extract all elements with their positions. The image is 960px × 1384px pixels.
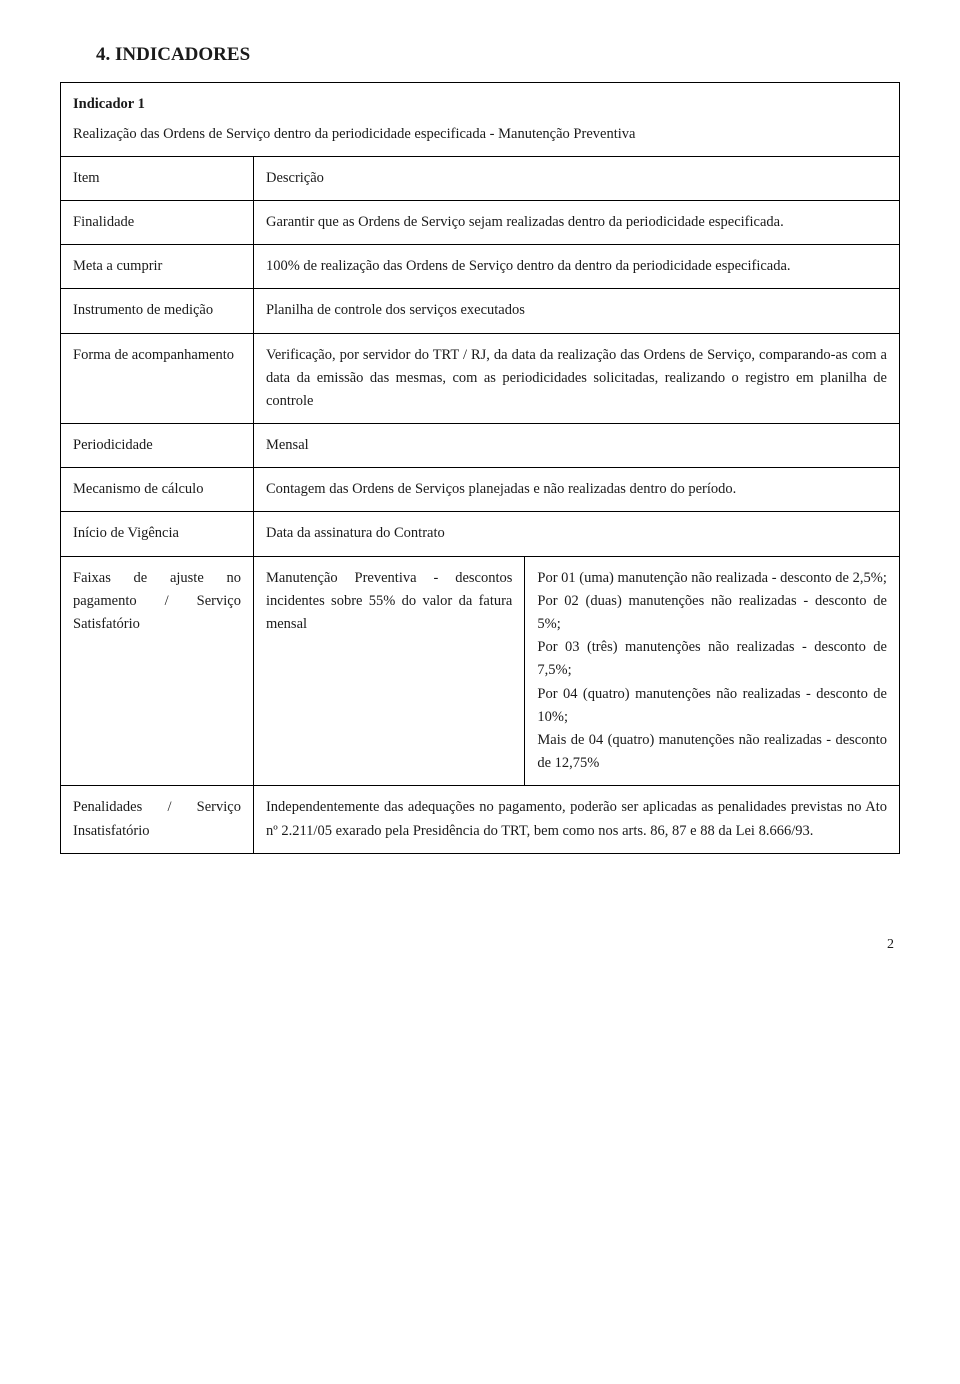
cell-meta-value: 100% de realização das Ordens de Serviço… (253, 245, 899, 289)
indicator-desc: Realização das Ordens de Serviço dentro … (73, 126, 635, 142)
cell-periodicidade-value: Mensal (253, 424, 899, 468)
indicator-label: Indicador 1 (73, 93, 887, 116)
cell-forma-value: Verificação, por servidor do TRT / RJ, d… (253, 333, 899, 424)
cell-forma-label: Forma de acompanhamento (61, 333, 254, 424)
cell-mecanismo-value: Contagem das Ordens de Serviços planejad… (253, 468, 899, 512)
cell-faixas-value: Manutenção Preventiva - descontos incide… (253, 556, 899, 786)
row-periodicidade: Periodicidade Mensal (61, 424, 900, 468)
indicator-header: Indicador 1 Realização das Ordens de Ser… (61, 83, 900, 156)
row-penalidades: Penalidades / Serviço Insatisfatório Ind… (61, 786, 900, 853)
row-inicio: Início de Vigência Data da assinatura do… (61, 512, 900, 556)
cell-item-label: Item (61, 156, 254, 200)
row-mecanismo: Mecanismo de cálculo Contagem das Ordens… (61, 468, 900, 512)
cell-periodicidade-label: Periodicidade (61, 424, 254, 468)
cell-item-value: Descrição (253, 156, 899, 200)
row-item: Item Descrição (61, 156, 900, 200)
cell-inicio-value: Data da assinatura do Contrato (253, 512, 899, 556)
cell-faixas-label: Faixas de ajuste no pagamento / Serviço … (61, 556, 254, 786)
faixas-col2: Por 01 (uma) manutenção não realizada - … (525, 557, 899, 786)
cell-mecanismo-label: Mecanismo de cálculo (61, 468, 254, 512)
cell-penalidades-label: Penalidades / Serviço Insatisfatório (61, 786, 254, 853)
row-finalidade: Finalidade Garantir que as Ordens de Ser… (61, 200, 900, 244)
row-instrumento: Instrumento de medição Planilha de contr… (61, 289, 900, 333)
row-forma: Forma de acompanhamento Verificação, por… (61, 333, 900, 424)
cell-instrumento-label: Instrumento de medição (61, 289, 254, 333)
faixas-col1: Manutenção Preventiva - descontos incide… (254, 557, 525, 786)
cell-instrumento-value: Planilha de controle dos serviços execut… (253, 289, 899, 333)
row-meta: Meta a cumprir 100% de realização das Or… (61, 245, 900, 289)
cell-finalidade-value: Garantir que as Ordens de Serviço sejam … (253, 200, 899, 244)
cell-inicio-label: Início de Vigência (61, 512, 254, 556)
cell-meta-label: Meta a cumprir (61, 245, 254, 289)
faixas-nested-table: Manutenção Preventiva - descontos incide… (254, 557, 899, 786)
section-title: 4. INDICADORES (96, 40, 900, 70)
cell-finalidade-label: Finalidade (61, 200, 254, 244)
row-faixas: Faixas de ajuste no pagamento / Serviço … (61, 556, 900, 786)
page-number: 2 (60, 934, 900, 956)
indicator-table: Indicador 1 Realização das Ordens de Ser… (60, 82, 900, 853)
cell-penalidades-value: Independentemente das adequações no paga… (253, 786, 899, 853)
